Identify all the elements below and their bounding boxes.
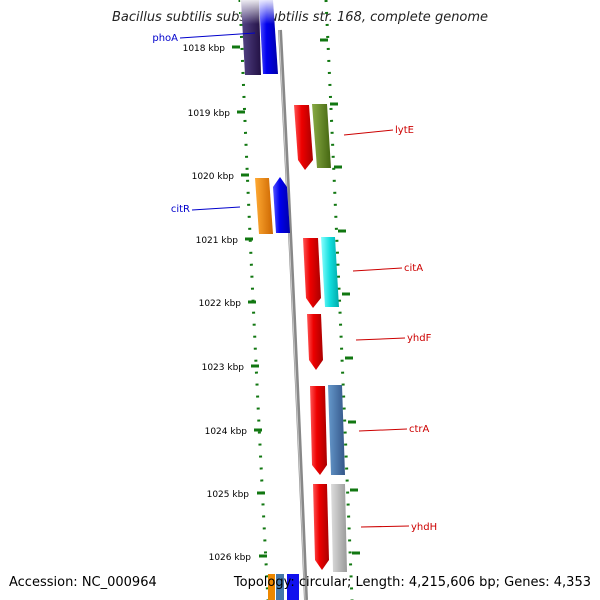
outer-ticks — [320, 38, 360, 555]
gene-citA — [303, 238, 321, 308]
gene-ctrA — [310, 386, 327, 475]
reverse-strand-genes — [240, 0, 290, 234]
label-leaders — [179, 32, 410, 528]
gene-label-ctrA: ctrA — [409, 424, 430, 435]
tick-label: 1020 kbp — [192, 172, 235, 182]
gene-partial-steel — [276, 574, 284, 600]
gene-label-yhdH: yhdH — [411, 522, 437, 533]
tick-label: 1021 kbp — [196, 236, 239, 246]
genome-backbone — [278, 29, 308, 600]
tick-label: 1026 kbp — [209, 553, 252, 563]
gene-lytE — [294, 105, 313, 170]
gene-partial-orange — [268, 574, 275, 600]
gene-yhdF — [307, 314, 323, 370]
tick-label: 1018 kbp — [183, 44, 226, 54]
tick-label: 1024 kbp — [205, 427, 248, 437]
forward-strand-genes — [268, 104, 347, 600]
gene-citR — [273, 177, 290, 233]
tick-ring-inner — [238, 0, 270, 600]
gene-label-yhdF: yhdF — [407, 333, 432, 344]
accession-label: Accession: NC_000964 — [9, 575, 157, 590]
gene-citA-cyan — [321, 237, 339, 307]
gene-label-phoA: phoA — [152, 33, 178, 44]
gene-yhdH-gray — [331, 484, 347, 572]
topology-summary: Topology: circular; Length: 4,215,606 bp… — [233, 575, 591, 590]
tick-ring-outer — [324, 0, 354, 600]
tick-label: 1025 kbp — [207, 490, 250, 500]
tick-label: 1022 kbp — [199, 299, 242, 309]
gene-citR-orange — [255, 178, 273, 234]
gene-label-citA: citA — [404, 263, 423, 274]
map-title: Bacillus subtilis subsp. subtilis str. 1… — [111, 10, 489, 25]
gene-label-citR: citR — [171, 204, 190, 215]
gene-yhdH — [313, 484, 329, 570]
tick-label: 1023 kbp — [202, 363, 245, 373]
tick-label: 1019 kbp — [188, 109, 231, 119]
scale-ticks — [232, 45, 267, 558]
gene-label-lytE: lytE — [395, 125, 414, 136]
gene-partial-blue — [287, 574, 299, 600]
gene-lytE-olive — [312, 104, 331, 168]
gene-ctrA-steel — [328, 385, 345, 475]
